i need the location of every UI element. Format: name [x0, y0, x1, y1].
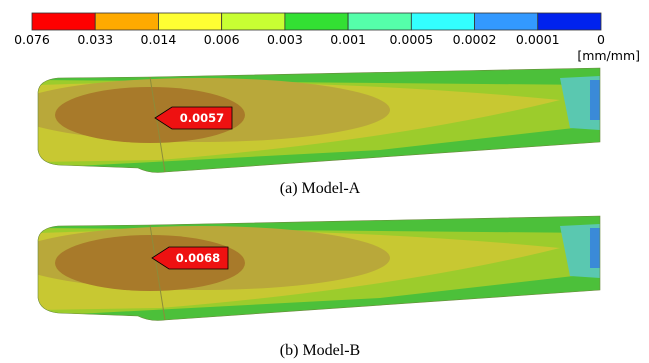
- callout-a: 0.0057: [155, 107, 232, 129]
- colorbar-label: 0.0001: [516, 32, 560, 47]
- callout-b: 0.0068: [152, 247, 228, 269]
- caption: (b) Model-B: [280, 342, 360, 359]
- colorbar-label: 0.033: [77, 32, 113, 47]
- colorbar-label: 0.076: [14, 32, 50, 47]
- colorbar-label: 0.014: [141, 32, 177, 47]
- colorbar-segment: [158, 13, 221, 30]
- caption: (a) Model-A: [280, 180, 361, 197]
- colorbar-segment: [285, 13, 348, 30]
- blade-b: [10, 208, 610, 328]
- unit-label: [mm/mm]: [577, 48, 640, 63]
- figure: 0.0057 0.0068 (a) Model-A (b) Model-B [m…: [0, 0, 649, 363]
- blade-a: [10, 60, 610, 180]
- colorbar-segment: [411, 13, 474, 30]
- colorbar-label: 0.0002: [453, 32, 497, 47]
- colorbar-segment: [538, 13, 601, 30]
- colorbar-label: 0.006: [204, 32, 240, 47]
- max-label: 0.0068: [176, 251, 220, 265]
- colorbar-segment: [348, 13, 411, 30]
- colorbar-segment: [95, 13, 158, 30]
- colorbar-segment: [32, 13, 95, 30]
- max-label: 0.0057: [180, 111, 224, 125]
- colorbar-label: 0.0005: [389, 32, 433, 47]
- colorbar-segment: [475, 13, 538, 30]
- colorbar-label: 0: [597, 32, 605, 47]
- colorbar-segment: [222, 13, 285, 30]
- colorbar-label: 0.001: [330, 32, 366, 47]
- colorbar-label: 0.003: [267, 32, 303, 47]
